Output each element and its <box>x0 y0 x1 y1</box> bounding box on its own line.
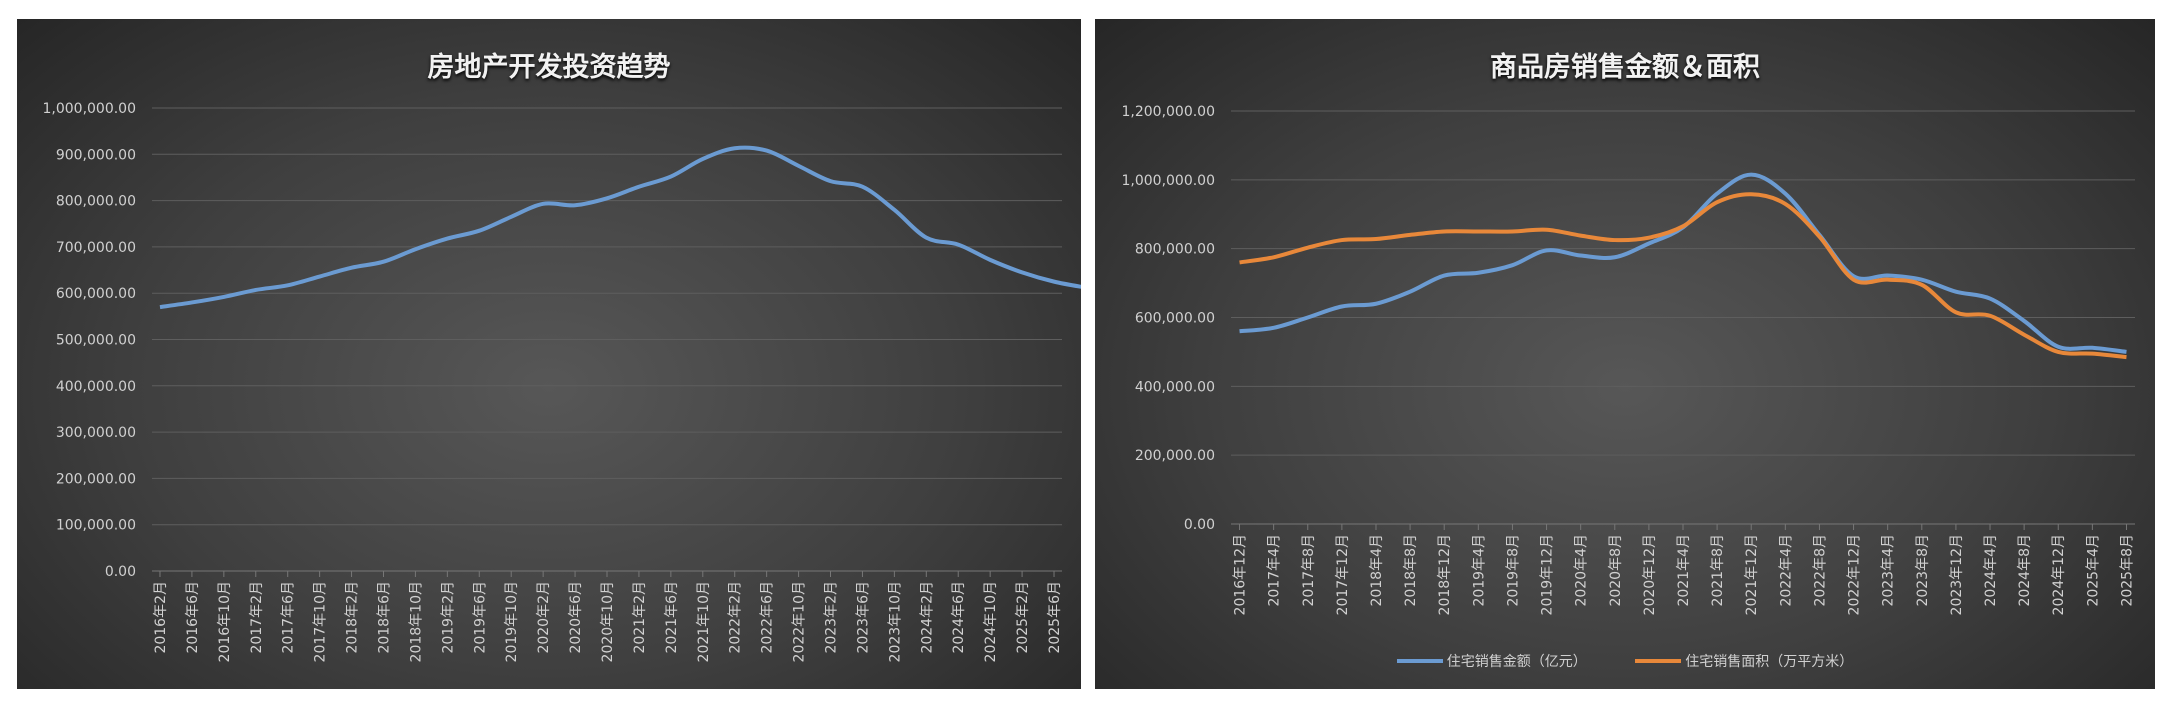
series-line-1 <box>159 145 1081 310</box>
legend-item-amount: 住宅销售金额（亿元） <box>1396 651 1587 671</box>
x-tick-label: 2019年12月 <box>1540 534 1556 615</box>
chart-plot: 0.00 200,000.00 400,000.00 600,000.00 800,00… <box>1121 104 2135 615</box>
x-tick-label: 2025年8月 <box>2119 534 2135 607</box>
x-tick-label: 2022年4月 <box>1778 534 1794 607</box>
x-tick-label: 2021年10月 <box>696 581 712 662</box>
x-tick-label: 2016年12月 <box>1233 534 1249 615</box>
x-tick-label: 2024年4月 <box>1983 534 1999 607</box>
x-tick-label: 2016年2月 <box>153 581 169 654</box>
x-tick-label: 2018年2月 <box>345 581 361 654</box>
y-tick-label: 400,000.00 <box>56 379 136 395</box>
sales-amount-area-chart: 商品房销售金额＆面积 0.00 200,000.00 400,000.00 600,0… <box>1095 19 2155 689</box>
x-tick-label: 2017年4月 <box>1267 534 1283 607</box>
chart-title: 商品房销售金额＆面积 <box>1490 52 1760 83</box>
x-tick-label: 2020年2月 <box>536 581 552 654</box>
x-tick-label: 2025年2月 <box>1015 581 1031 654</box>
legend-item-area: 住宅销售面积（万平方米） <box>1635 651 1853 671</box>
x-tick-label: 2022年8月 <box>1812 534 1828 607</box>
x-tick-label: 2023年2月 <box>824 581 840 654</box>
x-tick-label: 2018年12月 <box>1437 534 1453 615</box>
y-tick-label: 600,000.00 <box>56 286 136 302</box>
x-tick-label: 2020年10月 <box>600 581 616 662</box>
x-tick-label: 2022年2月 <box>728 581 744 654</box>
y-tick-label: 1,000,000.00 <box>42 101 136 117</box>
series-line-1 <box>1239 172 2127 354</box>
x-tick-label: 2017年8月 <box>1301 534 1317 607</box>
series-line-2 <box>1239 192 2127 360</box>
x-tick-label: 2020年12月 <box>1642 534 1658 615</box>
x-tick-label: 2021年2月 <box>632 581 648 654</box>
x-tick-label: 2023年10月 <box>887 581 903 662</box>
x-tick-label: 2020年6月 <box>568 581 584 654</box>
x-tick-label: 2024年12月 <box>2051 534 2067 615</box>
x-tick-label: 2025年6月 <box>1047 581 1063 654</box>
x-tick-label: 2024年8月 <box>2017 534 2033 607</box>
legend-swatch <box>1396 659 1443 663</box>
x-tick-label: 2021年12月 <box>1744 534 1760 615</box>
x-tick-label: 2018年6月 <box>376 581 392 654</box>
y-tick-label: 1,000,000.00 <box>1121 173 1215 189</box>
x-tick-label: 2018年4月 <box>1369 534 1385 607</box>
y-tick-label: 800,000.00 <box>1135 242 1215 258</box>
x-tick-label: 2023年12月 <box>1949 534 1965 615</box>
y-tick-label: 900,000.00 <box>56 147 136 163</box>
legend-swatch <box>1635 659 1682 663</box>
x-tick-label: 2021年6月 <box>664 581 680 654</box>
y-tick-label: 100,000.00 <box>56 518 136 534</box>
investment-trend-chart: 房地产开发投资趋势 0.00 100,000.00 200,000.00 300,00… <box>17 19 1081 689</box>
x-tick-label: 2022年12月 <box>1847 534 1863 615</box>
x-tick-label: 2024年10月 <box>983 581 999 662</box>
x-tick-label: 2019年6月 <box>472 581 488 654</box>
y-tick-label: 200,000.00 <box>1135 448 1215 464</box>
x-tick-label: 2022年6月 <box>760 581 776 654</box>
legend: 住宅销售金额（亿元） 住宅销售面积（万平方米） <box>1095 651 2155 671</box>
y-tick-label: 300,000.00 <box>56 425 136 441</box>
x-tick-label: 2023年6月 <box>855 581 871 654</box>
x-tick-label: 2019年4月 <box>1471 534 1487 607</box>
x-tick-label: 2024年2月 <box>919 581 935 654</box>
y-tick-label: 600,000.00 <box>1135 311 1215 327</box>
y-tick-label: 700,000.00 <box>56 240 136 256</box>
y-tick-label: 0.00 <box>1184 517 1215 533</box>
chart-plot: 0.00 100,000.00 200,000.00 300,000.00 400,00… <box>42 101 1081 662</box>
x-tick-label: 2019年8月 <box>1505 534 1521 607</box>
x-tick-label: 2022年10月 <box>792 581 808 662</box>
x-tick-label: 2023年4月 <box>1881 534 1897 607</box>
legend-label: 住宅销售面积（万平方米） <box>1685 654 1854 670</box>
y-tick-label: 800,000.00 <box>56 194 136 210</box>
y-tick-label: 200,000.00 <box>56 471 136 487</box>
x-tick-label: 2020年8月 <box>1608 534 1624 607</box>
x-tick-label: 2016年6月 <box>185 581 201 654</box>
x-tick-label: 2024年6月 <box>951 581 967 654</box>
y-tick-label: 500,000.00 <box>56 333 136 349</box>
x-tick-label: 2018年8月 <box>1403 534 1419 607</box>
y-tick-label: 400,000.00 <box>1135 379 1215 395</box>
x-tick-label: 2021年4月 <box>1676 534 1692 607</box>
x-tick-label: 2019年2月 <box>440 581 456 654</box>
legend-label: 住宅销售金额（亿元） <box>1446 654 1587 670</box>
x-tick-label: 2017年2月 <box>249 581 265 654</box>
x-tick-label: 2017年10月 <box>313 581 329 662</box>
x-tick-label: 2017年6月 <box>281 581 297 654</box>
x-tick-label: 2021年8月 <box>1710 534 1726 607</box>
chart-title: 房地产开发投资趋势 <box>427 52 671 83</box>
x-tick-label: 2019年10月 <box>504 581 520 662</box>
y-tick-label: 1,200,000.00 <box>1121 104 1215 120</box>
x-tick-label: 2023年8月 <box>1915 534 1931 607</box>
x-tick-label: 2016年10月 <box>217 581 233 662</box>
y-tick-label: 0.00 <box>105 564 136 580</box>
x-tick-label: 2018年10月 <box>408 581 424 662</box>
x-tick-label: 2017年12月 <box>1335 534 1351 615</box>
x-tick-label: 2020年4月 <box>1574 534 1590 607</box>
x-tick-label: 2025年4月 <box>2085 534 2101 607</box>
